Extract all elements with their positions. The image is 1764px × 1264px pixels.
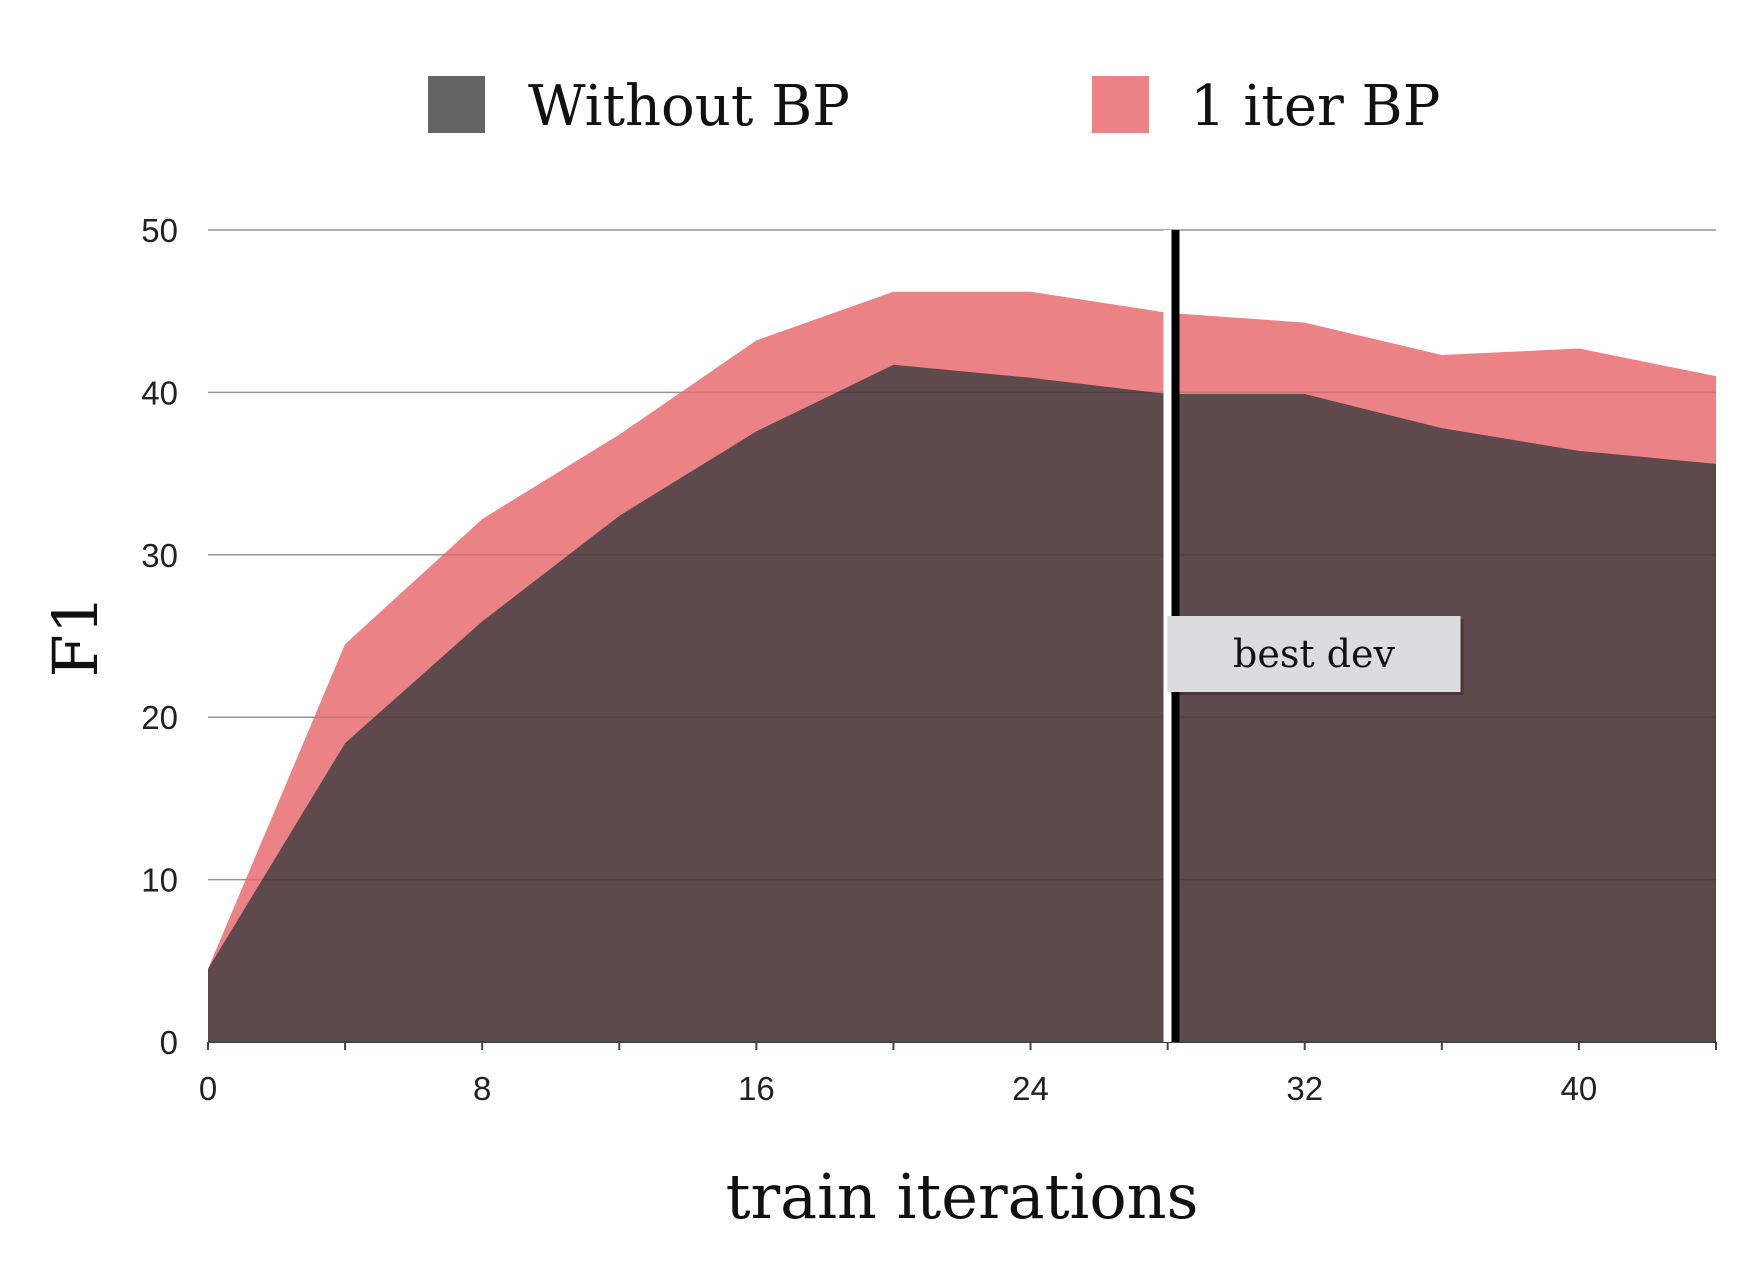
x-axis-title: train iterations <box>726 1160 1199 1233</box>
y-tick-label-20: 20 <box>141 699 178 736</box>
x-tick-label-16: 16 <box>738 1070 775 1107</box>
x-tick-label-24: 24 <box>1012 1070 1049 1107</box>
y-axis-title: F1 <box>39 595 112 677</box>
legend-label-2: 1 iter BP <box>1190 74 1440 139</box>
x-tick-label-40: 40 <box>1561 1070 1598 1107</box>
x-tick-label-0: 0 <box>199 1070 217 1107</box>
best-dev-label-text: best dev <box>1233 632 1395 676</box>
x-tick-label-8: 8 <box>473 1070 491 1107</box>
area-series-1 <box>208 364 1716 1042</box>
y-tick-label-0: 0 <box>160 1024 178 1061</box>
x-tick-label-32: 32 <box>1286 1070 1323 1107</box>
y-tick-label-30: 30 <box>141 537 178 574</box>
legend-swatch-2 <box>1092 76 1149 133</box>
best-dev-label-box <box>1167 616 1461 692</box>
y-tick-label-40: 40 <box>141 374 178 411</box>
y-tick-label-50: 50 <box>141 212 178 249</box>
legend-swatch-1 <box>428 76 485 133</box>
y-tick-label-10: 10 <box>141 862 178 899</box>
legend-label-1: Without BP <box>528 74 850 139</box>
